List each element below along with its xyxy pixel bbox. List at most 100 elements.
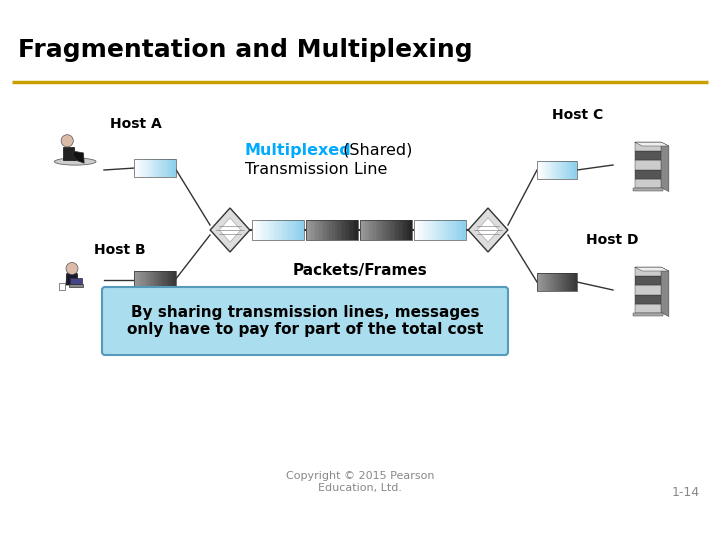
Bar [302, 220, 304, 240]
Bar [174, 271, 176, 289]
Bar [635, 179, 661, 188]
Bar [543, 273, 545, 291]
Bar [438, 220, 440, 240]
Bar [278, 220, 281, 240]
Bar [378, 220, 381, 240]
Bar [633, 313, 663, 316]
Bar [166, 159, 168, 177]
Text: Fragmentation and Multiplexing: Fragmentation and Multiplexing [18, 38, 472, 62]
Bar [134, 159, 136, 177]
Bar [356, 220, 358, 240]
Bar [360, 220, 363, 240]
Bar [541, 273, 543, 291]
Bar [319, 220, 322, 240]
Bar [161, 159, 163, 177]
Bar [569, 161, 571, 179]
Bar [565, 273, 567, 291]
Polygon shape [66, 274, 78, 285]
Bar [410, 220, 412, 240]
Bar [368, 220, 370, 240]
Polygon shape [468, 208, 508, 252]
Bar [445, 220, 448, 240]
Bar [265, 220, 268, 240]
Polygon shape [73, 151, 84, 163]
Bar [537, 273, 539, 291]
Bar [443, 220, 445, 240]
Bar [370, 220, 373, 240]
Text: Packets/Frames: Packets/Frames [292, 262, 428, 278]
Text: 1-14: 1-14 [672, 485, 700, 498]
Bar [268, 220, 270, 240]
Bar [316, 220, 319, 240]
Bar [143, 271, 145, 289]
Bar [170, 271, 172, 289]
Bar [561, 273, 563, 291]
Bar [545, 161, 547, 179]
Bar [635, 303, 661, 313]
Bar [332, 220, 335, 240]
Bar [394, 220, 397, 240]
Bar [422, 220, 424, 240]
Bar [134, 271, 136, 289]
Bar [163, 271, 166, 289]
Bar [289, 220, 291, 240]
Bar [573, 273, 575, 291]
Bar [635, 276, 661, 286]
Bar [345, 220, 348, 240]
Bar [635, 142, 661, 151]
Bar [291, 220, 294, 240]
Bar [170, 159, 172, 177]
Polygon shape [661, 142, 669, 192]
Ellipse shape [55, 158, 96, 165]
Bar [635, 151, 661, 160]
Bar [561, 161, 563, 179]
Bar [324, 220, 327, 240]
Bar [163, 159, 166, 177]
Bar [161, 271, 163, 289]
Bar [155, 271, 157, 289]
Bar [435, 220, 438, 240]
Bar [383, 220, 386, 240]
Polygon shape [635, 267, 669, 271]
Bar [157, 159, 159, 177]
Circle shape [61, 134, 73, 147]
Bar [172, 159, 174, 177]
Bar [335, 220, 337, 240]
Bar [458, 220, 461, 240]
Bar [404, 220, 407, 240]
Text: Copyright © 2015 Pearson
Education, Ltd.: Copyright © 2015 Pearson Education, Ltd. [286, 471, 434, 493]
Polygon shape [63, 146, 73, 160]
Bar [172, 271, 174, 289]
Bar [166, 271, 168, 289]
Bar [545, 273, 547, 291]
Bar [549, 273, 551, 291]
Bar [153, 159, 155, 177]
Bar [553, 161, 555, 179]
Bar [633, 188, 663, 191]
Bar [389, 220, 391, 240]
Text: Transmission Line: Transmission Line [245, 163, 387, 178]
Bar [557, 273, 559, 291]
Circle shape [66, 262, 78, 274]
Bar [306, 220, 309, 240]
Bar [547, 273, 549, 291]
Bar [551, 273, 553, 291]
Bar [348, 220, 350, 240]
Bar [69, 284, 83, 287]
Bar [257, 220, 260, 240]
Bar [58, 283, 65, 289]
Bar [373, 220, 376, 240]
Bar [461, 220, 464, 240]
Bar [448, 220, 451, 240]
Bar [391, 220, 394, 240]
Polygon shape [219, 218, 241, 242]
FancyBboxPatch shape [102, 287, 508, 355]
Bar [451, 220, 453, 240]
Bar [430, 220, 432, 240]
Bar [427, 220, 430, 240]
Bar [311, 220, 314, 240]
Bar [343, 220, 345, 240]
Bar [376, 220, 378, 240]
Bar [340, 220, 343, 240]
Bar [635, 267, 661, 276]
